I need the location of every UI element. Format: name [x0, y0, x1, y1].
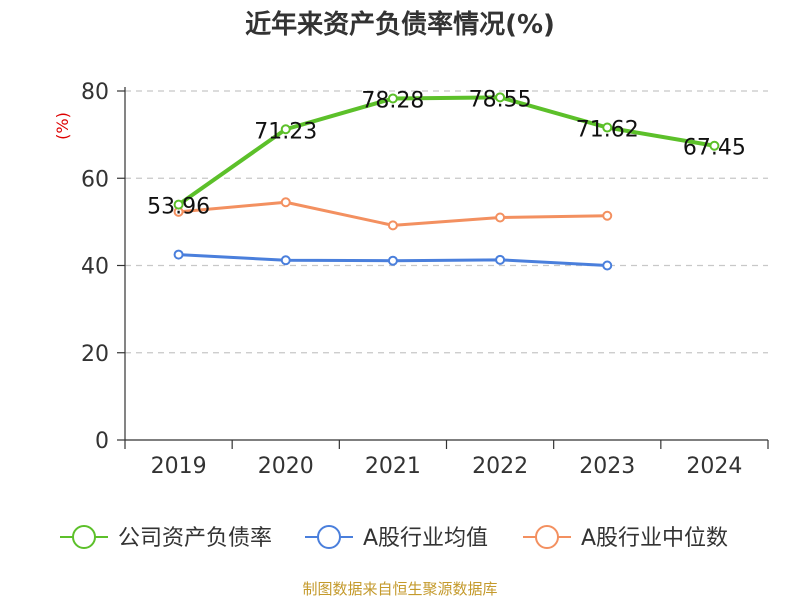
legend-label: 公司资产负债率: [118, 526, 272, 551]
y-tick-label: 0: [95, 429, 109, 454]
source-note: 制图数据来自恒生聚源数据库: [302, 580, 497, 598]
y-tick-label: 80: [81, 80, 109, 105]
data-point: [280, 124, 291, 135]
y-tick-label: 20: [81, 342, 109, 367]
x-tick-label: 2024: [686, 454, 742, 479]
data-point: [173, 199, 184, 210]
data-point: [495, 92, 506, 103]
legend-label: A股行业中位数: [581, 526, 728, 551]
legend[interactable]: 公司资产负债率 A股行业均值 A股行业中位数: [60, 525, 728, 551]
data-point: [495, 212, 506, 223]
gridlines: [125, 90, 768, 354]
series-line: [177, 95, 715, 207]
data-point: [387, 255, 398, 266]
y-tick-label: 40: [81, 255, 109, 280]
data-label: 67.45: [683, 136, 746, 161]
data-label: 78.28: [361, 89, 424, 114]
data-point: [602, 260, 613, 271]
y-tick-label: 60: [81, 167, 109, 192]
data-label: 71.23: [254, 119, 317, 144]
series-lines: [173, 92, 720, 271]
data-point: [602, 210, 613, 221]
legend-item[interactable]: 公司资产负债率: [60, 525, 272, 551]
data-label: 71.62: [576, 118, 639, 143]
data-label: 78.55: [469, 87, 532, 112]
data-point: [280, 197, 291, 208]
x-tick-label: 2021: [365, 454, 421, 479]
data-point: [173, 249, 184, 260]
legend-item[interactable]: A股行业中位数: [523, 525, 728, 551]
legend-label: A股行业均值: [363, 526, 488, 551]
axes: 0 20 40 60 80 2019 2020 2021 2022 2023 2024: [81, 80, 769, 479]
data-labels: 53.96 71.23 78.28 78.55 71.62 67.45: [147, 87, 746, 219]
legend-swatch-marker: [535, 525, 559, 549]
x-tick-label: 2022: [472, 454, 528, 479]
legend-swatch-marker: [72, 525, 96, 549]
data-point: [387, 220, 398, 231]
x-tick-label: 2019: [151, 454, 207, 479]
data-point: [280, 255, 291, 266]
y-axis-label: (%): [53, 112, 72, 140]
legend-swatch-marker: [317, 525, 341, 549]
chart-title: 近年来资产负债率情况(%): [245, 9, 555, 40]
data-point: [495, 254, 506, 265]
x-tick-label: 2020: [258, 454, 314, 479]
data-point: [602, 122, 613, 133]
data-point: [709, 140, 720, 151]
data-label: 53.96: [147, 195, 210, 220]
x-tick-label: 2023: [579, 454, 635, 479]
legend-item[interactable]: A股行业均值: [305, 525, 488, 551]
data-point: [387, 93, 398, 104]
